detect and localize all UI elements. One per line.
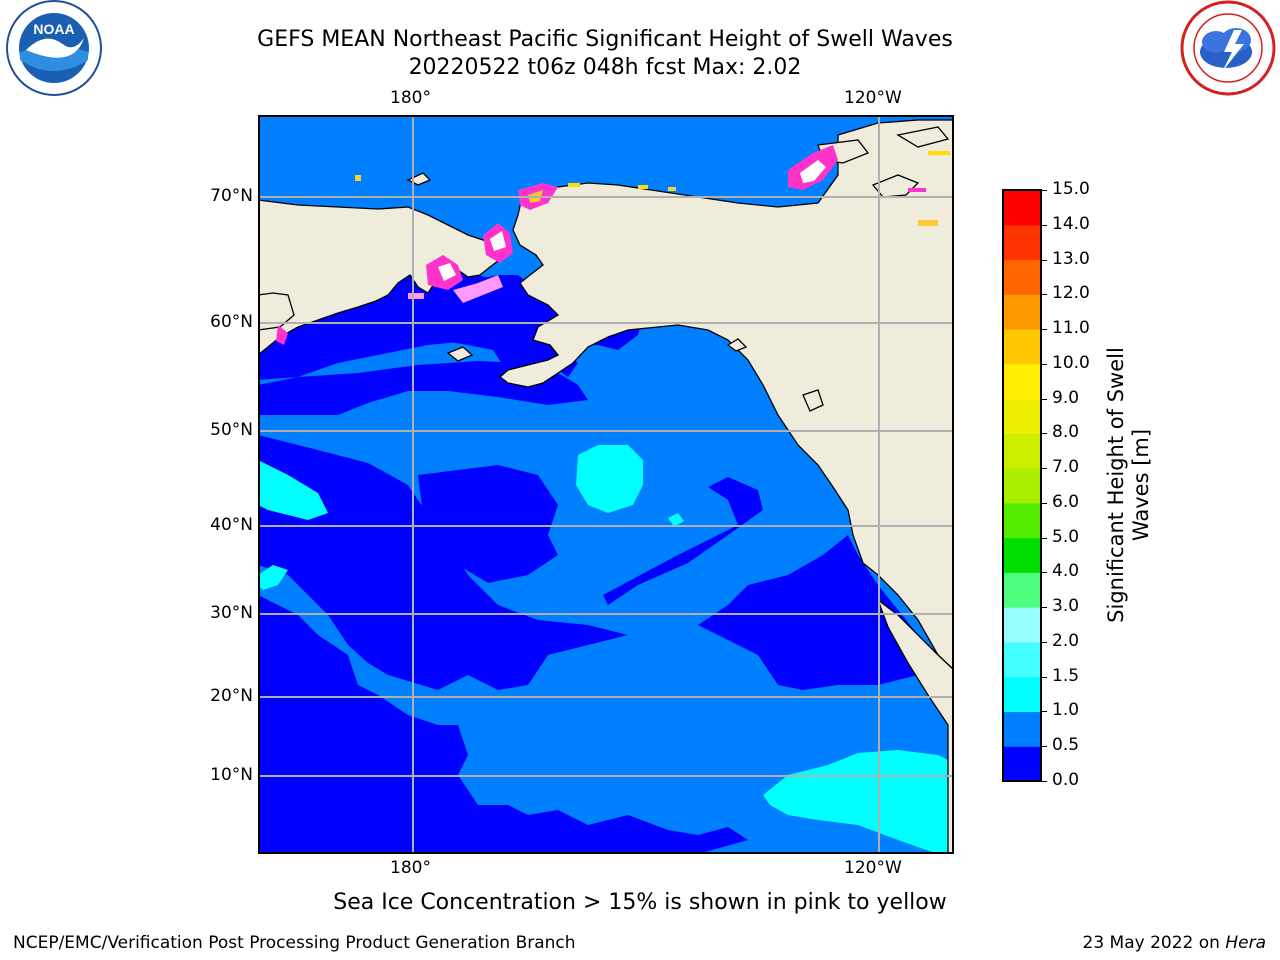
colorbar-tick-label: 1.5 xyxy=(1052,665,1080,686)
colorbar-segment xyxy=(1003,537,1041,573)
colorbar-segment xyxy=(1003,746,1041,782)
colorbar-tick-label: 1.0 xyxy=(1052,700,1080,721)
lon-label-bottom-120w: 120°W xyxy=(844,858,902,878)
colorbar-tick-label: 6.0 xyxy=(1052,491,1080,512)
colorbar-segment xyxy=(1003,572,1041,608)
colorbar-tick-label: 3.0 xyxy=(1052,596,1080,617)
graticule xyxy=(258,115,954,854)
colorbar-tick-label: 8.0 xyxy=(1052,422,1080,443)
colorbar-segment xyxy=(1003,607,1041,643)
lon-label-top-180: 180° xyxy=(390,88,431,108)
colorbar-tick-mark xyxy=(1041,363,1047,365)
colorbar-tick-mark xyxy=(1041,746,1047,748)
lat-label-70n: 70°N xyxy=(210,186,253,206)
footer-date-text: 23 May 2022 on xyxy=(1082,933,1226,953)
colorbar xyxy=(1002,189,1042,782)
colorbar-segment xyxy=(1003,190,1041,226)
lon-label-bottom-180: 180° xyxy=(390,858,431,878)
colorbar-tick-mark xyxy=(1041,398,1047,400)
colorbar-tick-mark xyxy=(1041,224,1047,226)
colorbar-segment xyxy=(1003,224,1041,261)
colorbar-segment xyxy=(1003,363,1041,400)
footer-host: Hera xyxy=(1225,933,1266,953)
colorbar-segment xyxy=(1003,433,1041,469)
chart-subtitle: 20220522 t06z 048h fcst Max: 2.02 xyxy=(408,55,802,80)
map-panel xyxy=(258,115,954,854)
colorbar-tick-label: 4.0 xyxy=(1052,561,1080,582)
colorbar-tick-label: 13.0 xyxy=(1052,248,1090,269)
sea-ice-caption: Sea Ice Concentration > 15% is shown in … xyxy=(333,890,947,915)
colorbar-tick-label: 0.5 xyxy=(1052,735,1080,756)
chart-title: GEFS MEAN Northeast Pacific Significant … xyxy=(257,27,953,52)
colorbar-tick-label: 0.0 xyxy=(1052,770,1080,790)
swell-map xyxy=(258,115,954,854)
colorbar-tick-label: 15.0 xyxy=(1052,179,1090,199)
colorbar-segment xyxy=(1003,711,1041,747)
colorbar-segment xyxy=(1003,641,1041,678)
colorbar-tick-mark xyxy=(1041,676,1047,678)
colorbar-tick-mark xyxy=(1041,537,1047,539)
colorbar-segment xyxy=(1003,502,1041,539)
colorbar-label: Significant Height of Swell Waves [m] xyxy=(1104,347,1153,623)
colorbar-tick-mark xyxy=(1041,190,1047,191)
colorbar-tick-mark xyxy=(1041,781,1047,782)
lat-label-20n: 20°N xyxy=(210,686,253,706)
colorbar-segment xyxy=(1003,259,1041,295)
colorbar-tick-mark xyxy=(1041,711,1047,713)
colorbar-tick-mark xyxy=(1041,607,1047,609)
noaa-logo: NOAA xyxy=(6,0,102,96)
colorbar-tick-label: 7.0 xyxy=(1052,457,1080,478)
colorbar-tick-mark xyxy=(1041,433,1047,435)
colorbar-segment xyxy=(1003,329,1041,365)
lat-label-50n: 50°N xyxy=(210,420,253,440)
colorbar-segment xyxy=(1003,294,1041,330)
lon-label-top-120w: 120°W xyxy=(844,88,902,108)
colorbar-tick-mark xyxy=(1041,294,1047,296)
footer-date: 23 May 2022 on Hera xyxy=(1083,933,1267,953)
colorbar-tick-mark xyxy=(1041,468,1047,470)
lat-label-60n: 60°N xyxy=(210,312,253,332)
colorbar-tick-label: 10.0 xyxy=(1052,352,1090,373)
colorbar-tick-label: 9.0 xyxy=(1052,387,1080,408)
colorbar-tick-mark xyxy=(1041,502,1047,504)
land xyxy=(258,119,954,854)
colorbar-frame xyxy=(1002,189,1042,782)
colorbar-tick-label: 11.0 xyxy=(1052,318,1090,339)
colorbar-tick-mark xyxy=(1041,329,1047,331)
colorbar-tick-mark xyxy=(1041,641,1047,643)
colorbar-tick-label: 14.0 xyxy=(1052,213,1090,234)
footer-org: NCEP/EMC/Verification Post Processing Pr… xyxy=(13,933,576,953)
colorbar-tick-mark xyxy=(1041,259,1047,261)
sea-ice xyxy=(276,145,950,345)
colorbar-tick-label: 5.0 xyxy=(1052,526,1080,547)
lat-label-10n: 10°N xyxy=(210,765,253,785)
colorbar-tick-label: 2.0 xyxy=(1052,630,1080,651)
noaa-logo-text: NOAA xyxy=(33,21,74,37)
colorbar-segment xyxy=(1003,468,1041,504)
lat-label-30n: 30°N xyxy=(210,603,253,623)
lat-label-40n: 40°N xyxy=(210,515,253,535)
colorbar-tick-label: 12.0 xyxy=(1052,283,1090,304)
nws-logo xyxy=(1180,0,1276,96)
colorbar-segment xyxy=(1003,398,1041,434)
map-frame xyxy=(258,115,954,854)
colorbar-tick-mark xyxy=(1041,572,1047,574)
colorbar-segment xyxy=(1003,676,1041,712)
